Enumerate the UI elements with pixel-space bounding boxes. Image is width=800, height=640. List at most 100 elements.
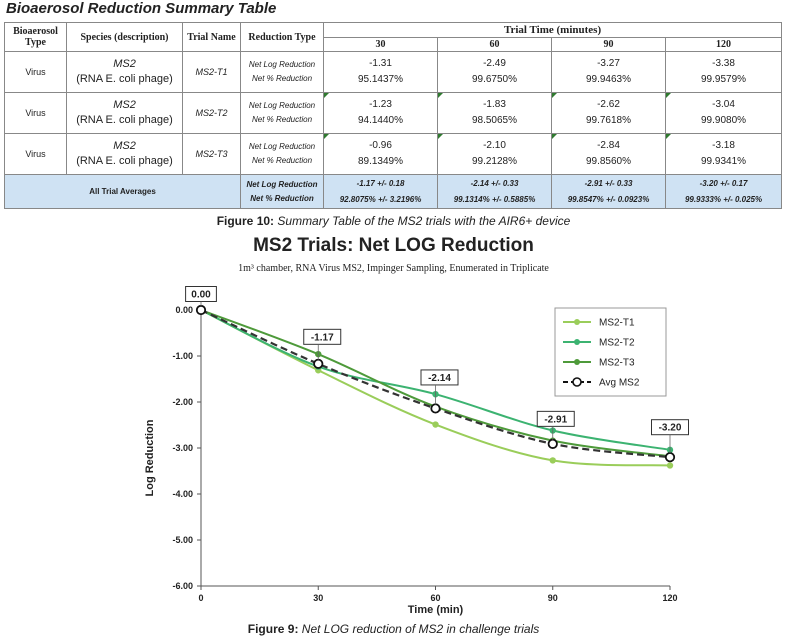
avg-data-point <box>547 438 558 449</box>
summary-table: Bioaerosol Type Species (description) Tr… <box>4 22 783 209</box>
chart-title: MS2 Trials: Net LOG Reduction <box>253 235 534 256</box>
pct-value: 99.9579% <box>701 74 747 85</box>
pct-value: 89.1349% <box>357 156 404 167</box>
figure9-caption: Figure 9: Net LOG reduction of MS2 in ch… <box>0 622 787 636</box>
avg-log-value: -3.20 +/- 0.17 <box>699 178 748 188</box>
cell-type: Virus <box>4 92 67 134</box>
avg-cell: -2.91 +/- 0.33 99.8547% +/- 0.0923% <box>551 174 666 209</box>
pct-value: 95.1437% <box>357 74 404 85</box>
page-title: Bioaerosol Reduction Summary Table <box>6 0 277 17</box>
avg-data-point <box>195 304 207 316</box>
data-label-box <box>303 328 342 345</box>
averages-row: All Trial Averages Net Log Reduction Net … <box>4 174 783 209</box>
avg-log-value: -1.17 +/- 0.18 <box>356 178 405 188</box>
y-tick-label: -4.00 <box>172 489 193 499</box>
label-net-pct: Net % Reduction <box>251 74 313 83</box>
legend-label: MS2-T1 <box>599 318 635 329</box>
species-name: MS2 <box>113 140 136 152</box>
log-value: -0.96 <box>369 140 392 151</box>
pct-value: 99.6750% <box>471 74 518 85</box>
cell-reduction-type: Net Log Reduction Net % Reduction <box>240 174 324 209</box>
y-tick-label: -1.00 <box>172 351 193 361</box>
cell-trial-name: MS2-T2 <box>182 92 241 134</box>
label-net-log: Net Log Reduction <box>248 60 316 69</box>
pct-value: 99.8560% <box>585 156 632 167</box>
species-name: MS2 <box>113 58 136 70</box>
avg-log-value: -2.14 +/- 0.33 <box>470 178 519 188</box>
cell-value: -1.31 95.1437% <box>323 51 438 93</box>
avg-pct-value: 92.8075% +/- 3.2196% <box>339 194 422 204</box>
legend-label: MS2-T2 <box>599 338 635 349</box>
pct-value: 99.2128% <box>471 156 518 167</box>
species-description: (RNA E. coli phage) <box>76 155 173 167</box>
data-point <box>666 462 674 469</box>
avg-pct-value: 99.9333% +/- 0.025% <box>684 194 763 204</box>
chart-subtitle: 1m³ chamber, RNA Virus MS2, Impinger Sam… <box>238 263 549 274</box>
x-tick-label: 90 <box>548 593 558 603</box>
log-value: -3.38 <box>712 58 735 69</box>
cell-value: -0.96 89.1349% <box>323 133 438 175</box>
header-time-60: 60 <box>437 37 552 52</box>
figure10-label: Figure 10: <box>216 214 275 228</box>
x-tick-label: 0 <box>198 593 203 603</box>
data-label: -2.91 <box>544 414 567 425</box>
species-description: (RNA E. coli phage) <box>76 114 173 126</box>
label-net-pct: Net % Reduction <box>250 193 314 203</box>
label-net-pct: Net % Reduction <box>251 156 313 165</box>
log-value: -1.83 <box>483 99 506 110</box>
data-point <box>432 421 439 428</box>
table-row: Virus MS2 (RNA E. coli phage) MS2-T1 Net … <box>4 51 783 93</box>
avg-cell: -3.20 +/- 0.17 99.9333% +/- 0.025% <box>664 174 783 209</box>
avg-log-value: -2.91 +/- 0.33 <box>584 178 633 188</box>
label-net-pct: Net % Reduction <box>251 115 313 124</box>
legend-marker <box>574 339 580 345</box>
species-name: MS2 <box>113 99 136 111</box>
legend-marker <box>574 359 580 365</box>
table-row: Virus MS2 (RNA E. coli phage) MS2-T2 Net … <box>4 92 783 134</box>
log-value: -3.27 <box>597 58 620 69</box>
figure10-text: Summary Table of the MS2 trials with the… <box>277 214 571 228</box>
avg-pct-value: 99.8547% +/- 0.0923% <box>567 194 650 204</box>
header-trial-time: Trial Time (minutes) <box>322 22 783 38</box>
avg-data-point <box>664 452 676 463</box>
data-label: -2.14 <box>428 373 451 384</box>
cell-value: -2.10 99.2128% <box>437 133 552 175</box>
cell-species: MS2 (RNA E. coli phage) <box>66 133 183 175</box>
pct-value: 94.1440% <box>357 115 404 126</box>
label-net-log: Net Log Reduction <box>248 101 316 110</box>
y-tick-label: -3.00 <box>172 443 193 453</box>
log-value: -2.84 <box>597 140 620 151</box>
figure9-label: Figure 9: <box>247 622 299 636</box>
avg-data-point <box>430 403 441 414</box>
x-tick-label: 120 <box>662 593 677 603</box>
log-value: -2.62 <box>597 99 620 110</box>
figure9-text: Net LOG reduction of MS2 in challenge tr… <box>301 622 540 636</box>
pct-value: 98.5065% <box>471 115 518 126</box>
pct-value: 99.9463% <box>585 74 632 85</box>
data-label: -1.17 <box>311 332 334 343</box>
cell-value: -3.38 99.9579% <box>664 51 783 93</box>
cell-species: MS2 (RNA E. coli phage) <box>66 92 183 134</box>
log-value: -2.49 <box>483 58 506 69</box>
log-value: -2.10 <box>483 140 506 151</box>
log-value: -3.04 <box>712 99 735 110</box>
label-net-log: Net Log Reduction <box>246 179 318 189</box>
log-value: -1.31 <box>369 58 392 69</box>
legend-label: MS2-T3 <box>599 358 635 369</box>
header-trial-name: Trial Name <box>182 22 241 52</box>
avg-data-point <box>313 358 324 369</box>
averages-label: All Trial Averages <box>4 174 241 209</box>
figure10-caption: Figure 10: Summary Table of the MS2 tria… <box>0 214 787 228</box>
avg-pct-value: 99.1314% +/- 0.5885% <box>453 194 536 204</box>
y-axis-label: Log Reduction <box>144 419 156 496</box>
cell-reduction-type: Net Log Reduction Net % Reduction <box>240 92 324 134</box>
pct-value: 99.7618% <box>585 115 632 126</box>
legend-label: Avg MS2 <box>599 378 640 389</box>
data-label: 0.00 <box>191 290 211 301</box>
label-net-log: Net Log Reduction <box>248 142 316 151</box>
header-time-90: 90 <box>551 37 666 52</box>
data-label-box <box>420 369 459 386</box>
cell-species: MS2 (RNA E. coli phage) <box>66 51 183 93</box>
log-value: -1.23 <box>369 99 392 110</box>
